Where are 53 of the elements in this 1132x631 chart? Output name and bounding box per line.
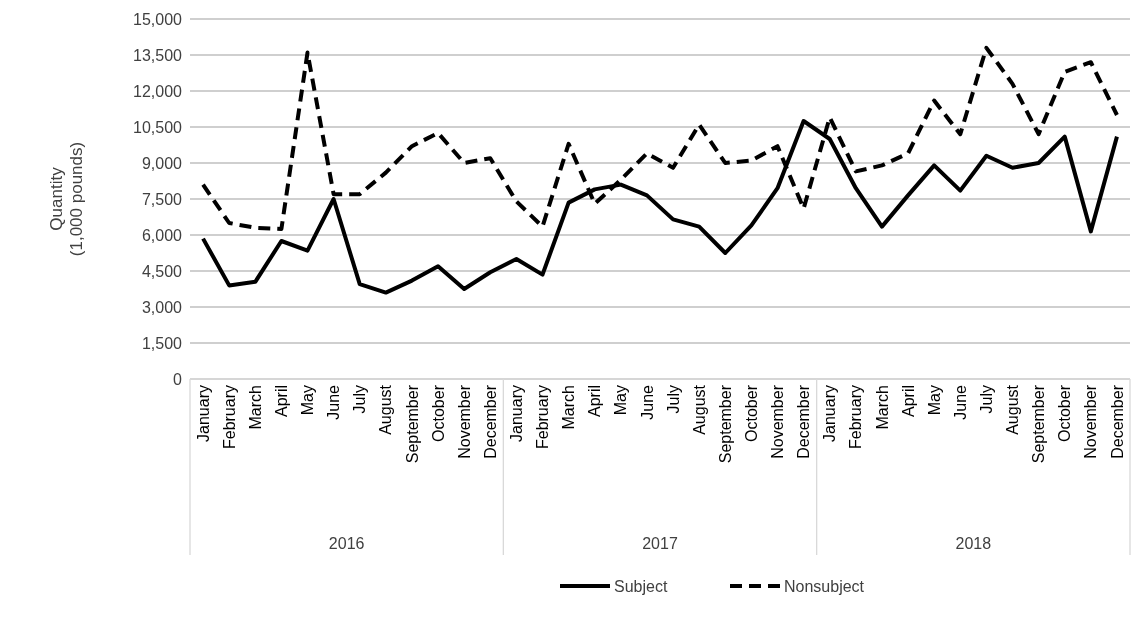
x-tick-label: October: [742, 384, 760, 442]
x-tick-label: April: [899, 385, 917, 418]
y-tick-label: 1,500: [141, 334, 183, 352]
x-tick-label: January: [194, 385, 212, 442]
x-tick-label: February: [534, 385, 552, 450]
x-tick-label: July: [977, 385, 995, 414]
x-tick-label: May: [299, 385, 317, 416]
x-tick-label: February: [220, 385, 238, 450]
x-tick-label: November: [455, 384, 473, 459]
x-tick-label: July: [664, 385, 682, 414]
y-tick-label: 13,500: [133, 46, 183, 64]
x-tick-label: July: [351, 385, 369, 414]
x-tick-label: September: [1030, 384, 1048, 464]
x-tick-label: December: [795, 384, 813, 459]
x-tick-label: November: [1082, 384, 1100, 459]
x-tick-label: August: [1004, 384, 1022, 435]
y-tick-label: 3,000: [141, 298, 183, 316]
x-tick-label: December: [481, 384, 499, 459]
x-tick-label: June: [325, 384, 343, 420]
x-tick-label: October: [429, 384, 447, 442]
x-tick-label: October: [1056, 384, 1074, 442]
x-tick-label: August: [690, 384, 708, 435]
y-tick-label: 0: [173, 370, 183, 388]
y-axis-title: Quantity (1,000 pounds): [46, 141, 87, 257]
x-tick-label: May: [612, 385, 630, 416]
text: 2016: [328, 535, 365, 552]
text: 2018: [955, 535, 992, 552]
x-tick-label: November: [769, 384, 787, 459]
y-tick-label: 4,500: [141, 262, 183, 280]
x-tick-label: March: [560, 385, 578, 430]
y-tick-label: 10,500: [133, 118, 183, 136]
text: 2017: [642, 535, 678, 552]
x-tick-label: May: [925, 385, 943, 416]
legend-label: Nonsubject: [784, 577, 865, 595]
y-tick-label: 7,500: [141, 190, 183, 208]
legend-label: Subject: [614, 577, 668, 595]
x-tick-label: August: [377, 384, 395, 435]
x-tick-label: February: [847, 385, 865, 450]
x-tick-label: March: [246, 385, 264, 430]
x-tick-label: April: [586, 385, 604, 418]
x-tick-label: January: [821, 385, 839, 442]
x-tick-label: January: [507, 385, 525, 442]
x-tick-label: April: [272, 385, 290, 418]
x-tick-label: March: [873, 385, 891, 430]
x-tick-label: December: [1108, 384, 1126, 459]
x-tick-label: June: [951, 384, 969, 420]
x-tick-label: June: [638, 384, 656, 420]
y-tick-label: 9,000: [141, 154, 183, 172]
y-tick-label: 6,000: [141, 226, 183, 244]
y-tick-label: 12,000: [133, 82, 183, 100]
x-tick-label: September: [403, 384, 421, 464]
x-tick-label: September: [716, 384, 734, 464]
y-tick-label: 15,000: [133, 10, 183, 28]
